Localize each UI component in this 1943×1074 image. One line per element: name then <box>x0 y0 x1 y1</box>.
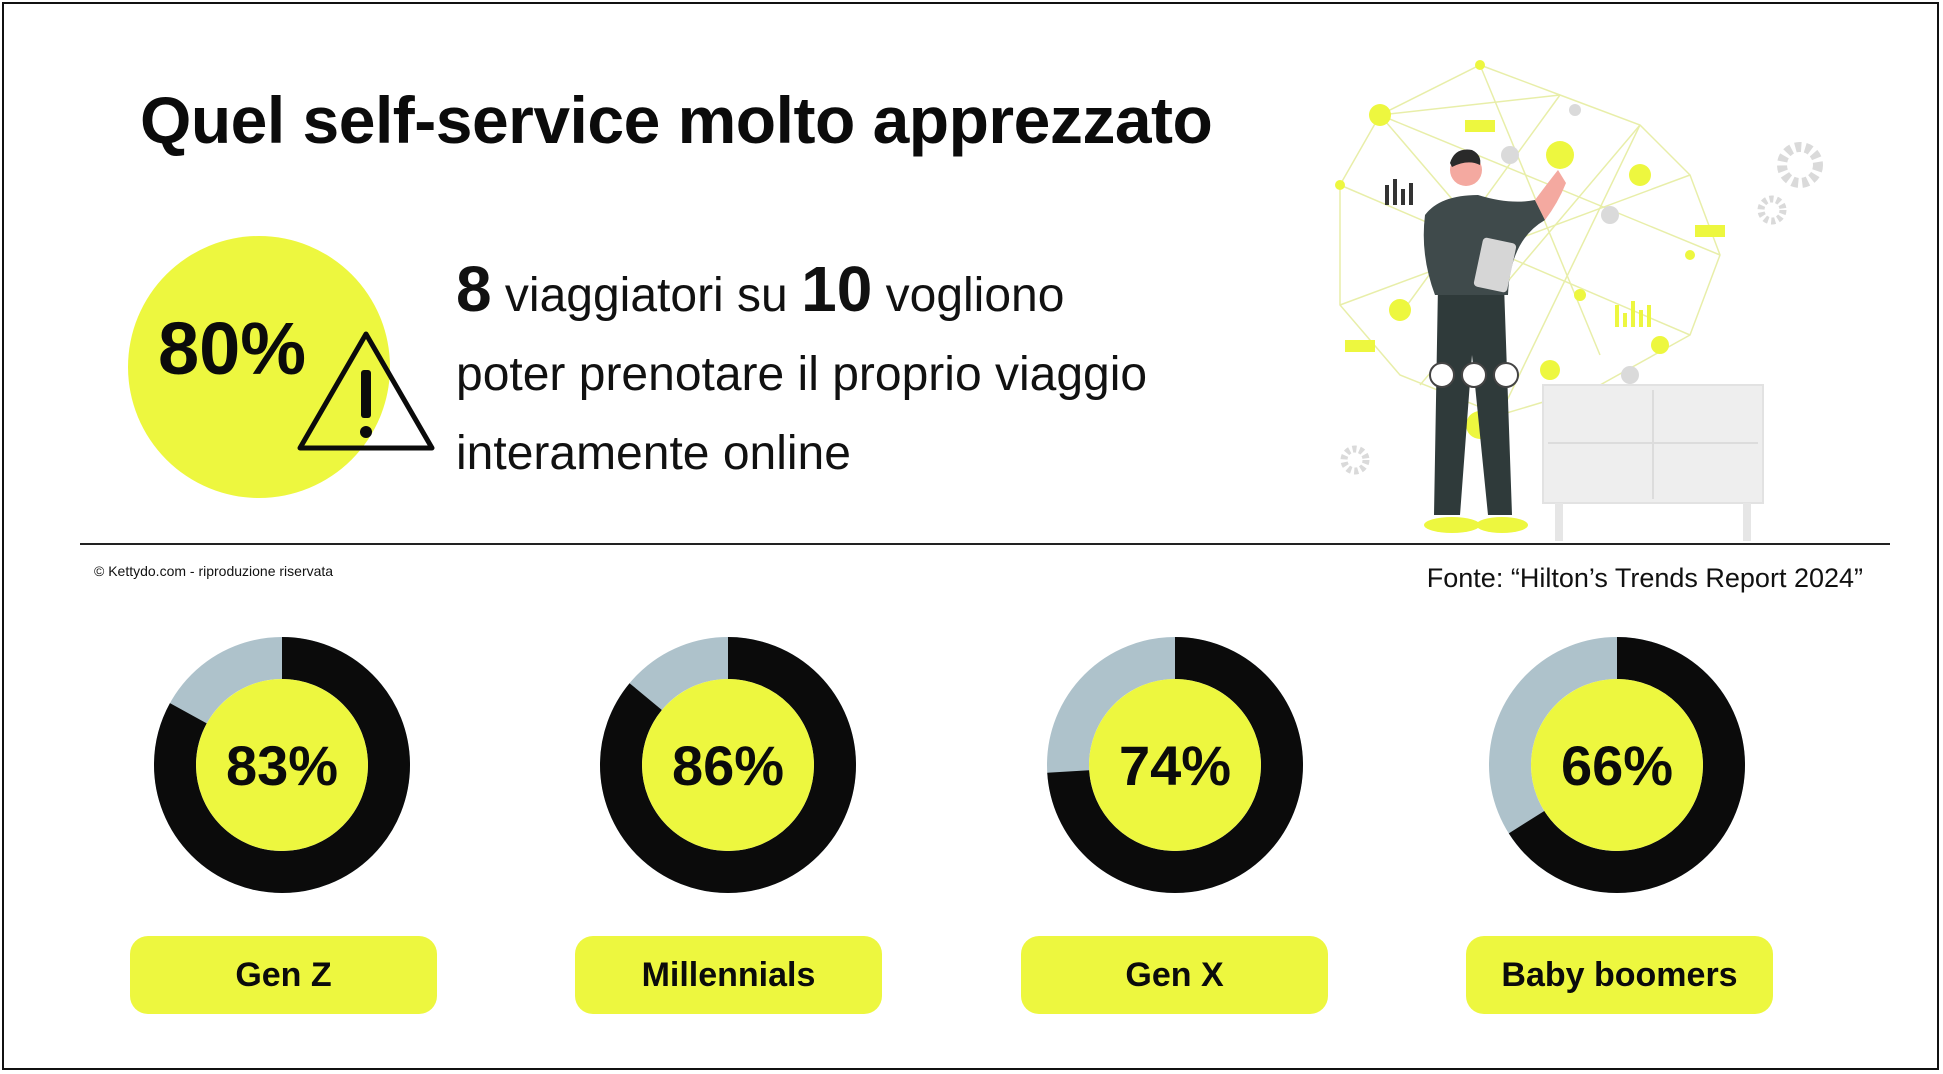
stat-text-1: viaggiatori su <box>491 269 802 322</box>
stat-line-2: poter prenotare il proprio viaggio <box>456 348 1148 401</box>
category-label-baby-boomers: Baby boomers <box>1466 936 1773 1014</box>
donut-label-millennials: 86% <box>672 734 784 797</box>
person-tablet-illustration <box>1335 60 1823 541</box>
category-label-gen-z: Gen Z <box>130 936 437 1014</box>
category-label-millennials: Millennials <box>575 936 882 1014</box>
stat-number-10: 10 <box>801 253 873 325</box>
donut-label-gen-z: 83% <box>226 734 338 797</box>
donut-center-gen-x <box>1089 679 1261 851</box>
source-citation: Fonte: “Hilton’s Trends Report 2024” <box>1426 563 1863 593</box>
donut-arc-gen-z <box>154 637 410 893</box>
donut-center-gen-z <box>196 679 368 851</box>
stat-text-2: vogliono <box>872 269 1065 322</box>
page-title: Quel self-service molto apprezzato <box>140 83 1213 157</box>
stat-line-3: interamente online <box>456 427 851 480</box>
donut-label-baby-boomers: 66% <box>1561 734 1673 797</box>
headline-statement: 8 viaggiatori su 10 vogliono poter preno… <box>456 250 1306 493</box>
donut-arc-baby-boomers <box>1489 637 1745 893</box>
donut-label-gen-x: 74% <box>1119 734 1231 797</box>
stat-line-1: 8 viaggiatori su 10 vogliono <box>456 250 1306 335</box>
donut-arc-gen-x <box>1047 637 1303 893</box>
donut-chart-gen-x: 74% <box>1047 637 1303 893</box>
section-divider <box>80 543 1890 545</box>
category-label-gen-x: Gen X <box>1021 936 1328 1014</box>
warning-triangle-icon <box>297 331 435 451</box>
donut-chart-baby-boomers: 66% <box>1489 637 1745 893</box>
donut-center-baby-boomers <box>1531 679 1703 851</box>
donut-chart-gen-z: 83% <box>154 637 410 893</box>
copyright-notice: © Kettydo.com - riproduzione riservata <box>94 563 334 579</box>
stat-number-8: 8 <box>456 253 492 325</box>
donut-center-millennials <box>642 679 814 851</box>
donut-arc-millennials <box>600 637 856 893</box>
headline-percent: 80% <box>158 307 307 390</box>
donut-chart-millennials: 86% <box>600 637 856 893</box>
